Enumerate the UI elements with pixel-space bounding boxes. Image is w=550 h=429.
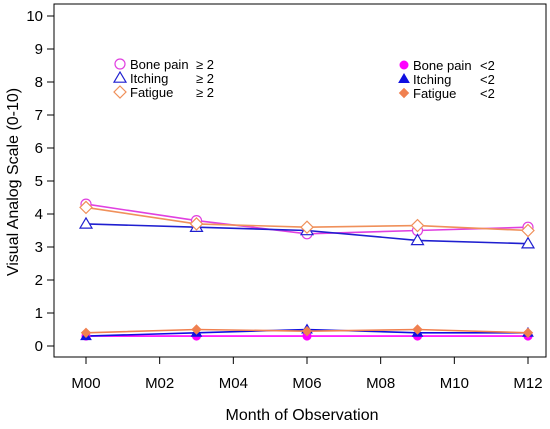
y-tick-label: 4 bbox=[35, 206, 43, 223]
legend-condition: ≥ 2 bbox=[196, 85, 214, 100]
x-tick-label: M10 bbox=[440, 375, 469, 392]
data-point bbox=[520, 236, 536, 249]
x-tick-label: M06 bbox=[292, 375, 321, 392]
data-point bbox=[78, 216, 94, 229]
data-point bbox=[521, 223, 535, 238]
legend-label: Fatigue bbox=[130, 85, 173, 100]
legend-condition: <2 bbox=[480, 72, 495, 87]
legend-marker bbox=[399, 60, 409, 70]
legend-marker bbox=[398, 73, 410, 83]
legend-label: Bone pain bbox=[130, 57, 189, 72]
data-point bbox=[191, 324, 202, 335]
legends: Bone pain ≥ 2 Itching ≥ 2 Fatigue ≥ 2 Bone pai… bbox=[112, 57, 495, 101]
series-markers bbox=[78, 198, 536, 341]
y-tick-label: 2 bbox=[35, 272, 43, 289]
y-tick-label: 3 bbox=[35, 239, 43, 256]
x-tick-label: M04 bbox=[219, 375, 248, 392]
legend-label: Fatigue bbox=[413, 86, 456, 101]
y-tick-label: 9 bbox=[35, 41, 43, 58]
y-axis-title: Visual Analog Scale (0-10) bbox=[5, 88, 22, 276]
y-tick-label: 7 bbox=[35, 107, 43, 124]
x-axis-title: Month of Observation bbox=[226, 407, 379, 424]
y-tick-label: 1 bbox=[35, 305, 43, 322]
legend-marker bbox=[112, 70, 128, 83]
y-tick-label: 0 bbox=[35, 338, 43, 355]
data-point bbox=[189, 217, 204, 231]
legend-marker bbox=[398, 87, 410, 99]
legend-marker bbox=[113, 85, 127, 99]
x-tick-label: M12 bbox=[513, 375, 542, 392]
y-tick-label: 8 bbox=[35, 74, 43, 91]
legend-label: Itching bbox=[130, 71, 168, 86]
legend-marker bbox=[114, 58, 126, 70]
y-tick-label: 10 bbox=[26, 8, 43, 25]
y-tick-label: 6 bbox=[35, 140, 43, 157]
legend-condition: ≥ 2 bbox=[196, 57, 214, 72]
data-point bbox=[301, 325, 313, 337]
data-point bbox=[300, 220, 314, 235]
data-point bbox=[522, 327, 534, 339]
legend-label: Bone pain bbox=[413, 58, 472, 73]
data-point bbox=[410, 218, 425, 233]
legend-condition: ≥ 2 bbox=[196, 71, 214, 86]
x-tick-label: M00 bbox=[71, 375, 100, 392]
legend-condition: <2 bbox=[480, 58, 495, 73]
data-point bbox=[412, 324, 423, 335]
data-point bbox=[410, 233, 425, 246]
data-point bbox=[79, 200, 93, 215]
x-tick-label: M08 bbox=[366, 375, 395, 392]
x-tick-label: M02 bbox=[145, 375, 174, 392]
legend-label: Itching bbox=[413, 72, 451, 87]
legend-condition: <2 bbox=[480, 86, 495, 101]
y-tick-label: 5 bbox=[35, 173, 43, 190]
plot-frame bbox=[53, 3, 547, 358]
axes: 0 1 2 3 4 5 6 7 8 9 10 M00 M02 M04 M06 M08 M10 M12 bbox=[26, 8, 542, 392]
data-point bbox=[80, 327, 92, 339]
